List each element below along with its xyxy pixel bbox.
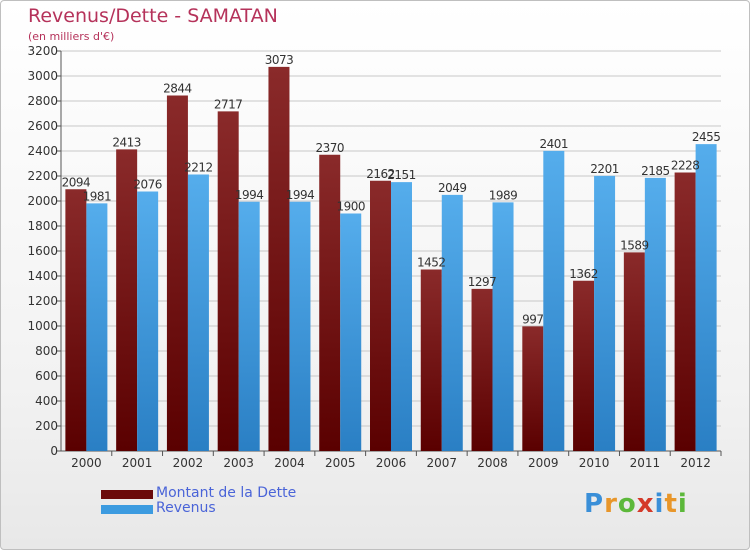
bar-dette [623,252,645,451]
bar-dette [268,66,290,451]
bar-revenus [391,182,412,451]
value-label-revenus: 2201 [590,162,619,176]
x-tick-label: 2006 [376,456,407,470]
value-label-dette: 3073 [265,53,294,67]
value-label-dette: 1297 [468,275,497,289]
y-tick-label: 0 [50,444,58,458]
legend-swatch-revenus [101,505,153,514]
value-label-revenus: 2212 [184,161,213,175]
x-tick-label: 2005 [325,456,356,470]
bar-revenus [594,175,616,451]
y-tick-label: 1600 [27,244,58,258]
value-label-dette: 2228 [671,159,700,173]
legend-label-revenus: Revenus [156,500,216,516]
y-tick-label: 3200 [27,44,58,58]
bar-dette [522,326,544,451]
chart-title: Revenus/Dette - SAMATAN [28,5,278,27]
value-label-revenus: 1989 [489,188,518,202]
value-label-revenus: 2401 [540,137,569,151]
bar-dette [471,288,493,451]
value-label-dette: 2844 [163,82,192,96]
bars [65,66,717,451]
bar-revenus [441,194,463,451]
value-label-revenus: 1994 [235,188,264,202]
y-tick-label: 2600 [27,119,58,133]
value-label-dette: 1589 [620,238,649,252]
chart-subtitle: (en milliers d'€) [28,30,115,43]
bar-dette [116,149,138,451]
x-tick-label: 2012 [680,456,711,470]
y-tick-label: 2200 [27,169,58,183]
value-label-revenus: 2049 [438,181,467,195]
bar-dette [319,154,341,451]
y-tick-label: 1400 [27,269,58,283]
x-tick-label: 2000 [71,456,102,470]
value-label-dette: 2717 [214,97,243,111]
bar-revenus [137,191,159,451]
x-tick-label: 2008 [477,456,508,470]
y-tick-label: 800 [35,344,58,358]
value-label-dette: 2094 [62,175,91,189]
bar-revenus [187,174,209,451]
y-tick-label: 2800 [27,94,58,108]
legend-label-dette: Montant de la Dette [156,485,297,501]
x-tick-label: 2003 [223,456,254,470]
bar-revenus [289,201,311,451]
bar-revenus [238,201,260,451]
bar-dette [217,111,239,451]
value-label-dette: 2413 [112,135,141,149]
bar-revenus [695,144,717,451]
value-label-dette: 997 [522,312,543,326]
y-tick-label: 400 [35,394,58,408]
bar-revenus [644,177,666,451]
x-tick-label: 2002 [173,456,204,470]
bar-revenus [340,213,362,451]
y-tick-label: 3000 [27,69,58,83]
value-label-revenus: 2455 [692,130,721,144]
bar-revenus [492,202,514,451]
value-label-dette: 2162 [366,167,395,181]
value-label-revenus: 2185 [641,164,670,178]
bar-revenus [86,203,108,451]
proxiti-logo: Proxiti [584,489,688,519]
y-tick-label: 200 [35,419,58,433]
axes: 0 200 400 600 800 1000 1200 1400 1600 1800 2000 220… [27,44,722,470]
value-label-revenus: 1900 [336,200,365,214]
y-tick-label: 1000 [27,319,58,333]
bar-dette [420,269,442,451]
y-tick-label: 2400 [27,144,58,158]
legend-swatch-dette [101,490,153,499]
y-tick-label: 1800 [27,219,58,233]
bar-dette [370,180,391,451]
y-tick-label: 600 [35,369,58,383]
bar-dette [573,280,595,451]
value-label-revenus: 2151 [387,168,416,182]
bar-dette [65,189,87,451]
bar-dette [166,95,188,451]
x-tick-label: 2007 [426,456,457,470]
y-tick-label: 1200 [27,294,58,308]
value-label-revenus: 2076 [133,178,162,192]
x-tick-label: 2010 [579,456,610,470]
value-label-revenus: 1981 [83,189,112,203]
value-label-dette: 2370 [315,141,344,155]
x-tick-label: 2009 [528,456,559,470]
bar-revenus [543,150,565,451]
x-tick-label: 2001 [122,456,153,470]
value-label-dette: 1452 [417,256,446,270]
value-label-dette: 1362 [569,267,598,281]
y-tick-label: 2000 [27,194,58,208]
value-label-revenus: 1994 [286,188,315,202]
bar-dette [674,172,696,451]
x-tick-label: 2011 [630,456,661,470]
x-tick-label: 2004 [274,456,305,470]
